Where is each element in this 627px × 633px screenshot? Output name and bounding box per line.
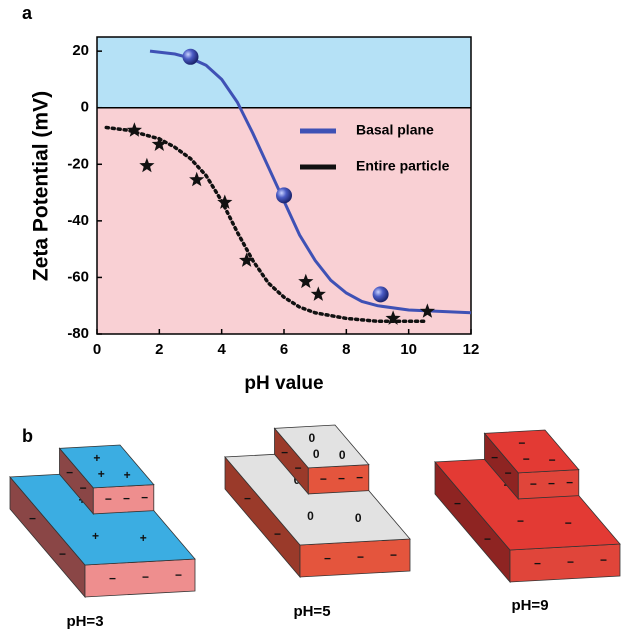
surface-charge: − — [565, 516, 572, 530]
y-tick-label: -20 — [67, 155, 89, 172]
surface-charge: − — [517, 514, 524, 528]
figure: a b pH value Zeta Potential (mV) 0 2 4 6 8 10… — [0, 0, 627, 633]
y-axis-label: Zeta Potential (mV) — [30, 91, 53, 281]
surface-charge: 0 — [307, 509, 314, 523]
x-tick-label: 6 — [280, 341, 288, 358]
panel-label: a — [22, 3, 33, 23]
x-axis-label: pH value — [244, 373, 323, 394]
background-below-zero — [97, 108, 471, 334]
surface-charge: − — [491, 450, 498, 464]
surface-charge: + — [124, 468, 131, 482]
x-tick-label: 4 — [217, 341, 226, 358]
legend-label: Basal plane — [356, 122, 434, 138]
surface-charge: − — [600, 553, 607, 567]
surface-charge: + — [140, 531, 147, 545]
surface-charge: + — [92, 529, 99, 543]
surface-charge: 0 — [309, 431, 316, 445]
diagram-caption: pH=9 — [511, 597, 548, 614]
surface-charge: − — [141, 490, 148, 504]
surface-charge: − — [523, 452, 530, 466]
surface-charge: − — [549, 453, 556, 467]
surface-charge: − — [357, 550, 364, 564]
block-diagram: −−−−−+++−−−−−+++ — [10, 445, 195, 597]
y-tick-label: -80 — [67, 325, 89, 342]
block-diagram: −−−−−−−−−−−−−−−− — [435, 430, 620, 582]
surface-charge: − — [356, 470, 363, 484]
surface-charge: − — [338, 471, 345, 485]
y-tick-label: -60 — [67, 268, 89, 285]
y-tick-label: -40 — [67, 212, 89, 229]
block-diagram: −−−−−000−−−−−000 — [225, 425, 410, 577]
x-tick-label: 8 — [342, 341, 350, 358]
panel-label: b — [22, 426, 33, 446]
legend-label: Entire particle — [356, 158, 450, 174]
surface-charge: − — [59, 547, 66, 561]
surface-charge: − — [534, 557, 541, 571]
surface-charge: − — [454, 497, 461, 511]
diagram-caption: pH=5 — [293, 603, 330, 620]
page: a b pH value Zeta Potential (mV) 0 2 4 6 8 10… — [0, 0, 627, 633]
surface-charge: + — [93, 451, 100, 465]
surface-charge: 0 — [313, 447, 320, 461]
surface-charge: − — [530, 477, 537, 491]
surface-charge: − — [518, 436, 525, 450]
background-above-zero — [97, 37, 471, 108]
y-tick-label: 0 — [81, 99, 89, 116]
surface-charge: − — [281, 445, 288, 459]
surface-charge: 0 — [339, 448, 346, 462]
surface-charge: − — [548, 476, 555, 490]
surface-charge: − — [320, 472, 327, 486]
x-tick-label: 0 — [93, 341, 101, 358]
diagram-caption: pH=3 — [66, 613, 103, 630]
surface-charge: − — [29, 512, 36, 526]
y-tick-label: 20 — [72, 42, 89, 59]
surface-charge: − — [390, 548, 397, 562]
surface-charge: − — [567, 555, 574, 569]
surface-charge: − — [123, 491, 130, 505]
x-tick-label: 12 — [463, 341, 480, 358]
surface-charge: − — [295, 461, 302, 475]
surface-charge: 0 — [355, 511, 362, 525]
x-tick-label: 10 — [400, 341, 417, 358]
surface-charge: − — [105, 492, 112, 506]
data-point — [276, 187, 292, 203]
surface-charge: − — [66, 465, 73, 479]
surface-charge: − — [244, 492, 251, 506]
x-tick-label: 2 — [155, 341, 163, 358]
surface-charge: − — [80, 481, 87, 495]
data-point — [373, 286, 389, 302]
surface-charge: − — [484, 532, 491, 546]
surface-charge: − — [175, 568, 182, 582]
data-point — [183, 49, 199, 65]
surface-charge: − — [142, 570, 149, 584]
surface-charge: − — [505, 466, 512, 480]
surface-charge: − — [274, 527, 281, 541]
surface-charge: − — [109, 572, 116, 586]
surface-charge: − — [324, 552, 331, 566]
surface-charge: + — [98, 467, 105, 481]
surface-charge: − — [566, 475, 573, 489]
